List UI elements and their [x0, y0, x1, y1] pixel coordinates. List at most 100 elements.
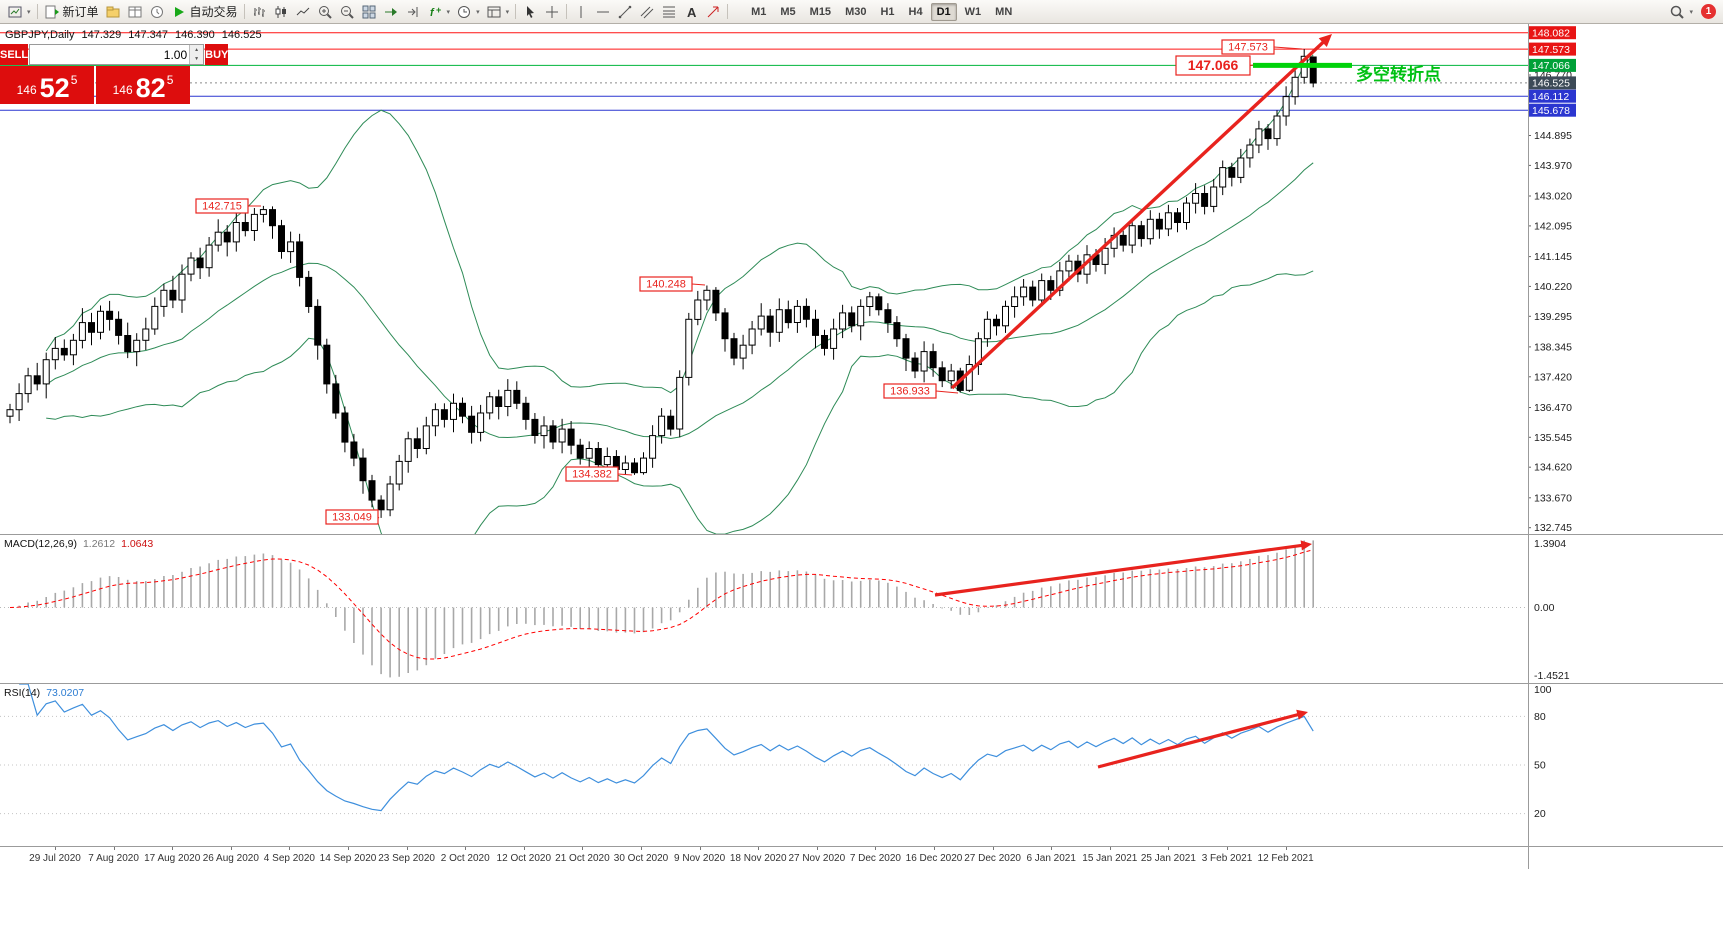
candle — [377, 499, 385, 511]
text-label-icon[interactable]: A — [680, 2, 702, 22]
candle — [812, 318, 819, 336]
timeframe-h4[interactable]: H4 — [908, 5, 923, 18]
price-callout[interactable] — [639, 276, 693, 292]
volume-input[interactable] — [30, 45, 190, 64]
time-axis-label: 12 Oct 2020 — [496, 853, 552, 864]
timeframe-m15[interactable]: M15 — [809, 5, 832, 18]
candle — [730, 338, 738, 359]
candle — [830, 328, 838, 349]
search-icon[interactable]: ▾ — [1666, 2, 1696, 22]
candle — [694, 299, 702, 320]
timeframe-mn[interactable]: MN — [995, 5, 1013, 18]
timeframe-h1[interactable]: H1 — [880, 5, 895, 18]
price-callout[interactable] — [325, 509, 379, 525]
rsi-panel-canvas[interactable]: 100 80 50 20 — [0, 684, 1723, 846]
time-tick — [230, 847, 232, 850]
candle — [440, 409, 448, 420]
volume-decrease-button[interactable]: ▼ — [190, 54, 204, 64]
panel-separator[interactable] — [0, 846, 1723, 847]
crosshair-icon[interactable] — [541, 2, 563, 22]
candle — [341, 412, 349, 443]
chart-profiles-icon[interactable] — [102, 2, 124, 22]
fibonacci-retracement-icon[interactable] — [658, 2, 680, 22]
svg-text:147.066: 147.066 — [1188, 57, 1239, 73]
macd-panel-canvas[interactable]: 1.3904 0.00 -1.4521 — [0, 535, 1723, 683]
price-tick-label: 143.970 — [1534, 160, 1572, 172]
price-axis-label — [1529, 42, 1576, 56]
market-watch-icon[interactable] — [146, 2, 168, 22]
candle — [821, 335, 828, 349]
autotrading-button[interactable]: 自动交易 — [168, 2, 241, 22]
trend-arrow[interactable] — [1097, 711, 1303, 769]
timeframe-w1[interactable]: W1 — [964, 5, 982, 18]
candle — [15, 393, 23, 411]
sell-button[interactable]: SELL — [0, 44, 29, 65]
main-chart-canvas[interactable]: 多空转折点 142.715 140.248 136.933 134.382 133.049… — [0, 24, 1723, 534]
trend-arrow[interactable] — [950, 37, 1329, 390]
arrow-objects-icon[interactable] — [702, 2, 724, 22]
auto-scroll-icon[interactable] — [380, 2, 402, 22]
new-order-button[interactable]: 新订单 — [41, 2, 102, 22]
candle — [1174, 212, 1181, 224]
candle — [902, 338, 910, 359]
line-chart-icon[interactable] — [292, 2, 314, 22]
trendline-icon[interactable] — [614, 2, 636, 22]
panel-separator[interactable] — [0, 534, 1723, 535]
candle — [350, 441, 358, 459]
candle — [784, 309, 792, 324]
periods-icon[interactable]: ▾ — [453, 2, 483, 22]
time-axis-label: 3 Feb 2021 — [1201, 853, 1253, 864]
candle — [1255, 128, 1263, 146]
price-callout[interactable] — [883, 383, 937, 399]
candle — [259, 209, 267, 215]
candlestick-chart-icon[interactable] — [270, 2, 292, 22]
candle — [884, 309, 892, 324]
price-callout[interactable] — [565, 466, 619, 482]
timeframe-m1[interactable]: M1 — [751, 5, 767, 18]
toolbar-separator — [515, 4, 517, 19]
timeframe-m30[interactable]: M30 — [845, 5, 867, 18]
notification-badge[interactable]: 1 — [1701, 4, 1716, 19]
candle — [667, 415, 675, 430]
sell-price-button[interactable]: 146 52 5 — [0, 66, 94, 104]
candle — [1137, 225, 1145, 240]
horizontal-line-icon[interactable] — [592, 2, 614, 22]
time-axis[interactable]: 29 Jul 2020 7 Aug 2020 17 Aug 2020 26 Aug 2… — [0, 847, 1723, 869]
candle — [1155, 218, 1163, 230]
price-callout[interactable] — [195, 198, 249, 214]
tile-windows-icon[interactable] — [358, 2, 380, 22]
data-window-icon[interactable] — [124, 2, 146, 22]
candle — [1038, 280, 1046, 301]
time-axis-label: 30 Oct 2020 — [613, 853, 669, 864]
cursor-icon[interactable] — [519, 2, 541, 22]
vertical-line-icon[interactable] — [570, 2, 592, 22]
buy-button[interactable]: BUY — [205, 44, 229, 65]
price-tick-label: 135.545 — [1534, 432, 1572, 444]
chart-shift-icon[interactable] — [402, 2, 424, 22]
indicators-icon[interactable]: f + ▾ — [429, 4, 451, 19]
timeframe-d1[interactable]: D1 — [930, 2, 957, 21]
time-tick — [1168, 847, 1170, 850]
time-axis-label: 12 Feb 2021 — [1257, 853, 1314, 864]
candle — [124, 335, 132, 353]
price-callout[interactable] — [1175, 55, 1251, 76]
volume-increase-button[interactable]: ▲ — [190, 45, 204, 55]
turning-point-text[interactable]: 多空转折点 — [1356, 64, 1441, 84]
equidistant-channel-icon[interactable] — [636, 2, 658, 22]
trend-arrow[interactable] — [934, 543, 1307, 597]
zoom-in-icon[interactable] — [314, 2, 336, 22]
buy-price-button[interactable]: 146 82 5 — [96, 66, 190, 104]
zoom-out-icon[interactable] — [336, 2, 358, 22]
candle — [6, 409, 14, 417]
svg-text:-1.4521: -1.4521 — [1534, 670, 1570, 682]
chart-window-icon[interactable]: ▾ — [4, 2, 34, 22]
timeframe-m5[interactable]: M5 — [780, 5, 796, 18]
price-callout[interactable] — [1221, 39, 1275, 55]
time-tick — [1051, 847, 1053, 850]
candle — [793, 305, 801, 323]
panel-separator[interactable] — [0, 683, 1723, 684]
bar-chart-icon[interactable] — [248, 2, 270, 22]
time-axis-label: 7 Dec 2020 — [849, 853, 901, 864]
templates-icon[interactable]: ▾ — [483, 2, 513, 22]
svg-text:147.573: 147.573 — [1532, 44, 1570, 56]
